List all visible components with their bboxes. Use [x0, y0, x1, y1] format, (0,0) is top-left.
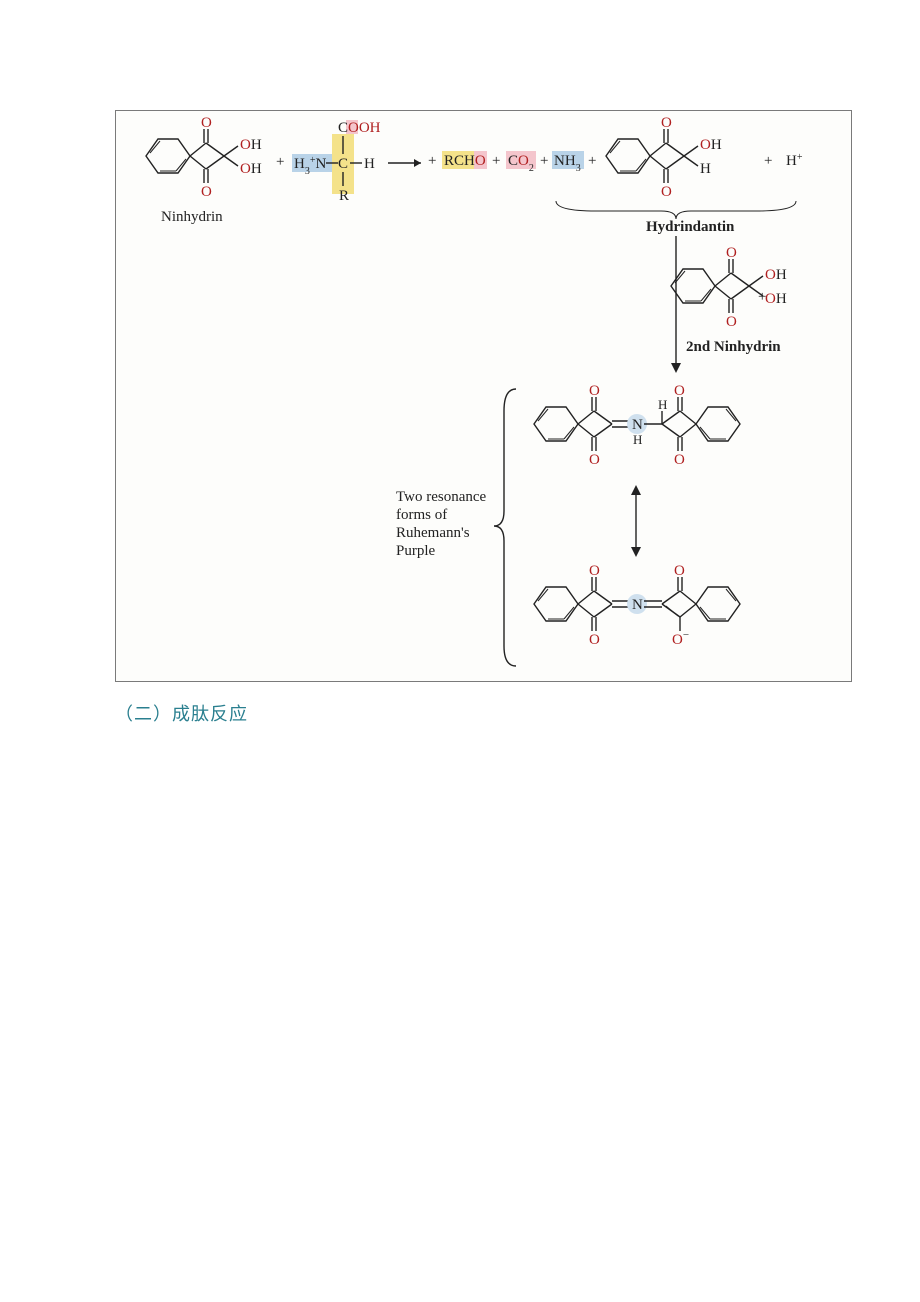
ninhydrin-label: Ninhydrin	[161, 209, 223, 225]
svg-text:O: O	[674, 383, 685, 399]
resonance-line1: Two resonance	[396, 489, 487, 505]
amino-acid: COOH H3+N C H R	[292, 120, 381, 204]
plus: +	[428, 153, 436, 169]
plus: +	[540, 153, 548, 169]
resonance-line3: Ruhemann's	[396, 525, 470, 541]
reaction-diagram: O O OH OH Ninhydrin + COOH	[115, 110, 852, 682]
svg-text:H: H	[633, 432, 642, 447]
hplus: H+	[786, 152, 803, 170]
svg-text:O: O	[589, 563, 600, 579]
second-ninhydrin-label: 2nd Ninhydrin	[686, 339, 781, 355]
rcho: RCHO	[444, 153, 486, 169]
svg-text:OH: OH	[765, 291, 787, 307]
second-ninhydrin-structure: O O OH OH	[671, 245, 787, 330]
svg-text:O: O	[674, 563, 685, 579]
svg-text:O: O	[726, 245, 737, 261]
products-inline: + RCHO + CO2 + NH3 +	[428, 151, 596, 174]
svg-text:H: H	[658, 397, 667, 412]
resonance-arrow	[631, 485, 641, 557]
resonance-line4: Purple	[396, 543, 436, 559]
ruhemann-form-2: O O N	[534, 563, 740, 648]
h-right: H	[364, 156, 375, 172]
cooh-label: COOH	[338, 120, 381, 136]
down-arrow-head	[671, 363, 681, 373]
r-bottom: R	[339, 188, 349, 204]
o-label: O	[201, 115, 212, 131]
svg-text:N: N	[632, 417, 643, 433]
svg-text:O: O	[661, 115, 672, 131]
left-brace	[494, 389, 516, 666]
oh-label: OH	[240, 137, 262, 153]
svg-text:OH: OH	[700, 137, 722, 153]
svg-text:H: H	[700, 161, 711, 177]
oh-label: OH	[240, 161, 262, 177]
svg-text:O−: O−	[672, 629, 689, 648]
arrow-head	[414, 159, 421, 167]
diagram-svg: O O OH OH Ninhydrin + COOH	[116, 111, 851, 681]
plus-sign: +	[276, 154, 284, 170]
bracket-top	[556, 201, 796, 219]
ruhemann-form-1: O O N H	[534, 383, 740, 468]
svg-text:OH: OH	[765, 267, 787, 283]
svg-text:O: O	[726, 314, 737, 330]
plus: +	[764, 153, 772, 169]
resonance-line2: forms of	[396, 507, 447, 523]
svg-text:O: O	[589, 632, 600, 648]
hydrindantin-structure: O O OH H	[606, 115, 722, 200]
ninhydrin-structure: O O OH OH	[146, 115, 262, 200]
o-label: O	[201, 184, 212, 200]
caption-text: （二）成肽反应	[115, 704, 248, 724]
svg-text:O: O	[661, 184, 672, 200]
section-caption: （二）成肽反应	[115, 700, 860, 726]
svg-text:O: O	[674, 452, 685, 468]
svg-text:N: N	[632, 597, 643, 613]
plus: +	[492, 153, 500, 169]
hydrindantin-label: Hydrindantin	[646, 219, 735, 235]
svg-text:O: O	[589, 383, 600, 399]
plus: +	[588, 153, 596, 169]
c-center: C	[338, 156, 348, 172]
svg-text:O: O	[589, 452, 600, 468]
page: O O OH OH Ninhydrin + COOH	[0, 0, 920, 726]
